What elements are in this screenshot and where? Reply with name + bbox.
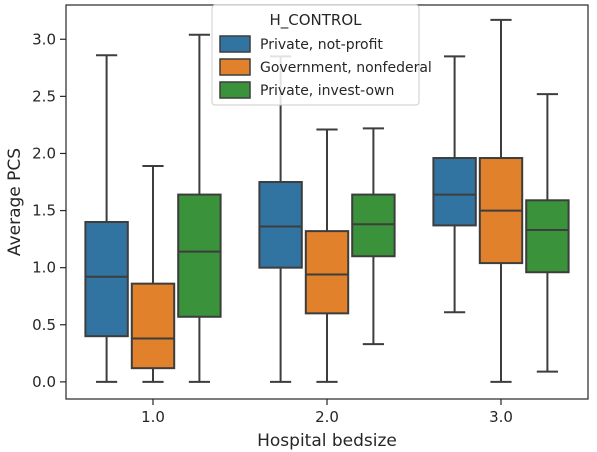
box-iqr	[432, 157, 477, 227]
legend-label: Private, invest-own	[260, 83, 394, 99]
y-tick-label: 1.5	[32, 202, 56, 220]
legend-label: Government, nonfederal	[260, 60, 432, 76]
box-iqr	[351, 193, 396, 258]
box-group	[525, 93, 570, 373]
legend-swatch	[219, 58, 251, 76]
legend-frame	[211, 4, 420, 106]
legend-label: Private, not-profit	[260, 37, 383, 53]
x-tick-label: 2.0	[315, 408, 339, 426]
y-tick-label: 2.0	[32, 144, 56, 162]
box-group	[304, 128, 350, 383]
legend-swatch	[219, 81, 251, 99]
y-tick-label: 2.5	[32, 87, 56, 105]
box-iqr	[177, 193, 222, 318]
box-iqr	[525, 199, 570, 274]
legend-items: Private, not-profit Government, nonfedera…	[219, 35, 432, 99]
box-iqr	[84, 220, 129, 338]
legend-title: H_CONTROL	[269, 11, 362, 30]
y-tick-label: 0.5	[32, 316, 56, 334]
box-group	[177, 33, 222, 383]
boxes-layer	[84, 18, 570, 383]
x-tick-label: 1.0	[141, 408, 165, 426]
y-axis-label: Average PCS	[5, 148, 25, 256]
legend-swatch	[219, 35, 251, 53]
box-group	[351, 127, 396, 346]
box-group	[130, 165, 176, 383]
ticks-layer: 0.0 0.5 1.0 1.5 2.0 2.5 3.0 1.0 2.0 3.0	[32, 30, 513, 426]
y-tick-label: 0.0	[32, 373, 56, 391]
legend: H_CONTROL Private, not-profit Government,…	[211, 4, 432, 106]
box-group	[478, 18, 524, 383]
x-axis-label: Hospital bedsize	[257, 431, 397, 451]
box-group	[84, 54, 129, 383]
y-tick-label: 1.0	[32, 259, 56, 277]
box-iqr	[130, 282, 176, 370]
y-tick-label: 3.0	[32, 30, 56, 48]
box-iqr	[258, 181, 303, 269]
box-iqr	[304, 230, 350, 315]
box-group	[432, 55, 477, 314]
x-tick-label: 3.0	[489, 408, 513, 426]
